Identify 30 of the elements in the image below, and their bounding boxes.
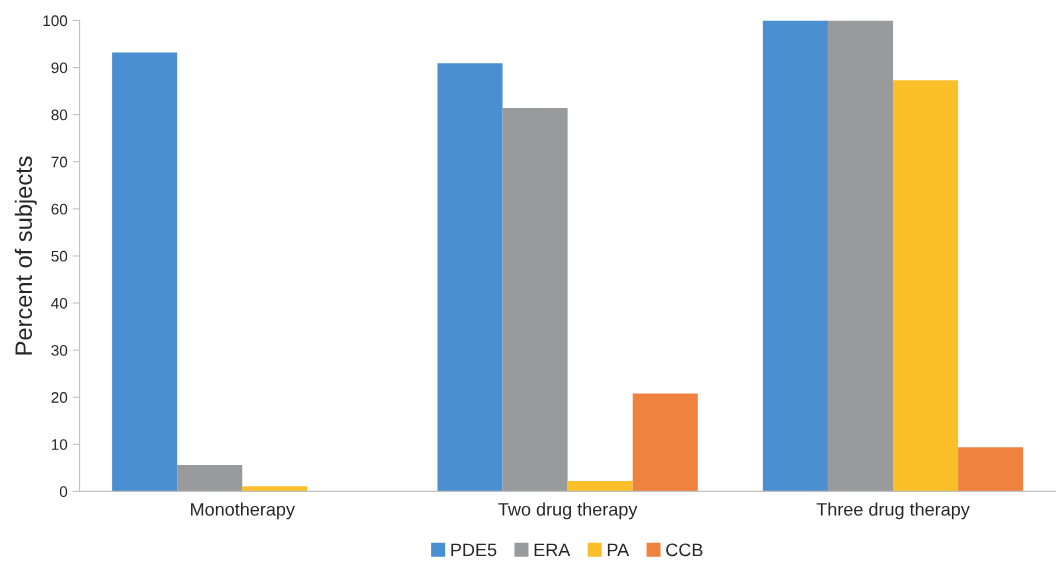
y-tick-label: 0 — [59, 486, 68, 498]
y-tick-label: 100 — [43, 15, 68, 27]
y-axis-title: Percent of subjects — [14, 156, 37, 355]
y-tick-label: 30 — [51, 344, 68, 356]
y-tick-label: 90 — [51, 62, 68, 74]
y-tick-label: 70 — [51, 156, 68, 168]
legend-label: PA — [607, 543, 630, 557]
x-tick-label: Two drug therapy — [498, 502, 638, 520]
legend-label: CCB — [666, 543, 703, 557]
y-tick-label: 80 — [51, 109, 68, 121]
bar — [632, 393, 698, 492]
bar — [958, 447, 1024, 492]
x-tick-label: Monotherapy — [191, 502, 295, 520]
y-tick-label: 40 — [51, 297, 68, 309]
bar — [242, 486, 308, 492]
bar — [893, 80, 959, 492]
bar — [502, 108, 568, 492]
x-tick-label: Three drug therapy — [816, 502, 970, 520]
y-tick-label: 60 — [51, 203, 68, 215]
bar — [177, 465, 243, 492]
y-tick-label: 20 — [51, 392, 68, 403]
bar — [827, 20, 894, 492]
bar — [762, 20, 828, 492]
bar — [112, 52, 178, 492]
y-tick-label: 10 — [51, 439, 68, 450]
legend-label: PDE5 — [451, 543, 497, 557]
bar — [567, 481, 633, 492]
bar — [437, 63, 503, 492]
legend-label: ERA — [534, 543, 571, 557]
y-tick-label: 50 — [51, 250, 68, 262]
